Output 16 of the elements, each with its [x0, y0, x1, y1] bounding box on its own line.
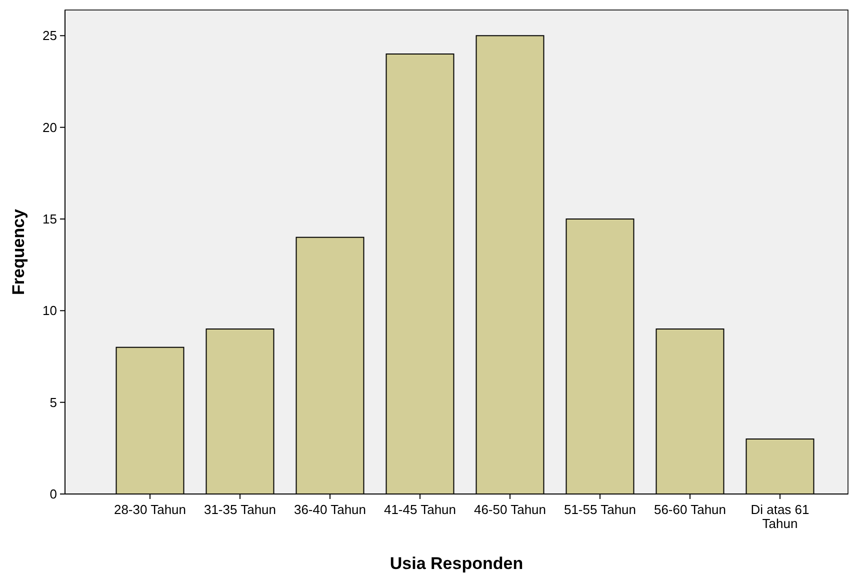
x-tick-label: 28-30 Tahun: [114, 502, 186, 517]
y-tick-label: 25: [42, 28, 57, 44]
y-tick-label: 20: [42, 120, 57, 135]
x-tick-label: Di atas 61 Tahun: [750, 502, 810, 531]
y-tick-label: 15: [42, 212, 57, 227]
y-tick-label: 10: [42, 303, 57, 318]
x-axis-title: Usia Responden: [390, 554, 524, 573]
x-tick-label: 46-50 Tahun: [474, 502, 546, 517]
y-tick-label: 5: [50, 394, 57, 410]
y-axis-title: Frequency: [9, 208, 28, 295]
y-tick-label: 0: [50, 486, 57, 502]
x-tick-label: 31-35 Tahun: [204, 502, 276, 517]
x-tick-label: 56-60 Tahun: [654, 502, 726, 517]
x-tick-label: 41-45 Tahun: [384, 502, 456, 517]
x-tick-label: 51-55 Tahun: [564, 502, 636, 517]
x-tick-label: 36-40 Tahun: [294, 502, 366, 517]
